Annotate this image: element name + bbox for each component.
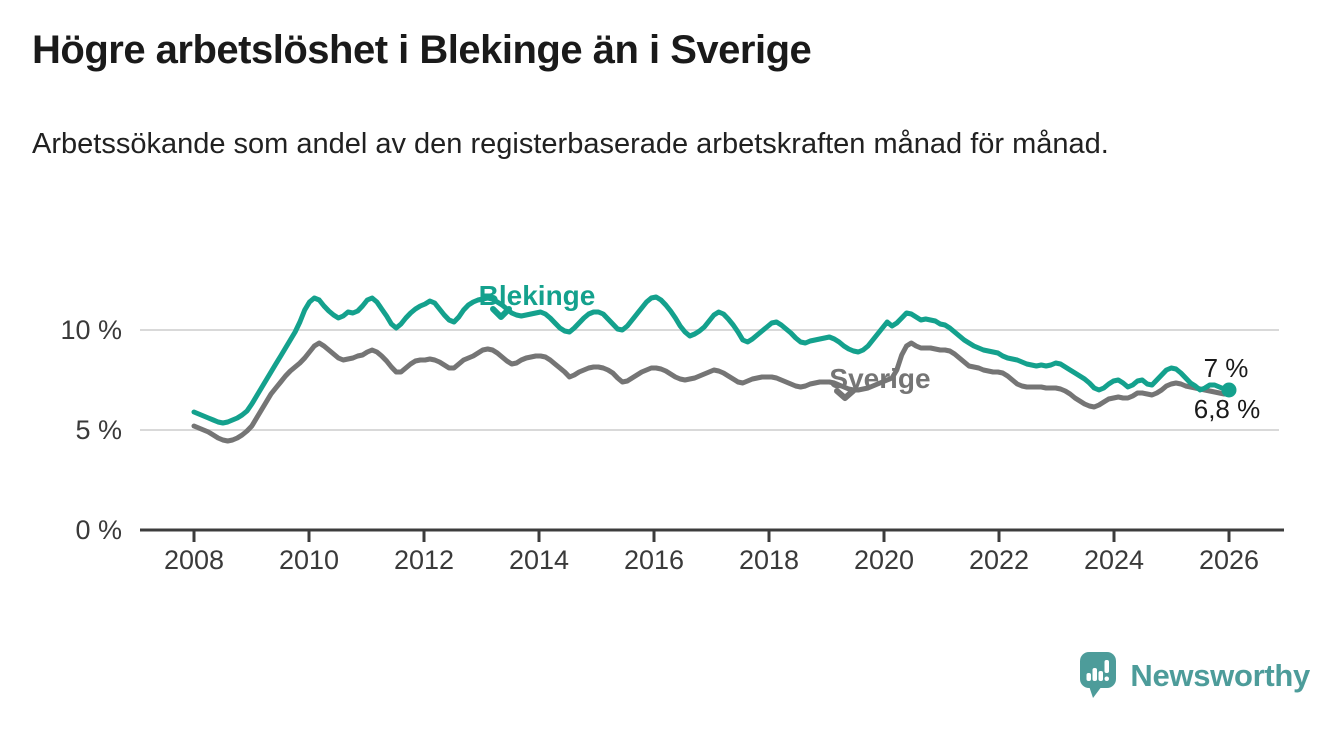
x-tick-label: 2026 xyxy=(1199,545,1259,575)
page-title: Högre arbetslöshet i Blekinge än i Sveri… xyxy=(32,28,812,72)
end-value-sverige: 6,8 % xyxy=(1194,394,1261,424)
x-tick-label: 2020 xyxy=(854,545,914,575)
latest-value-dot xyxy=(1221,382,1237,398)
chevron-down-icon xyxy=(490,306,512,320)
x-tick-label: 2018 xyxy=(739,545,799,575)
series-label-sverige: Sverige xyxy=(829,363,930,394)
end-value-blekinge: 7 % xyxy=(1204,353,1249,383)
x-tick-label: 2024 xyxy=(1084,545,1144,575)
brand-name: Newsworthy xyxy=(1130,657,1310,693)
x-tick-label: 2008 xyxy=(164,545,224,575)
y-tick-label-10: 10 % xyxy=(60,315,122,345)
x-tick-label: 2016 xyxy=(624,545,684,575)
line-sverige xyxy=(191,340,1232,444)
chevron-down-icon xyxy=(834,388,856,401)
y-tick-label-0: 0 % xyxy=(75,515,122,545)
newsworthy-bubble-icon xyxy=(1080,652,1117,698)
line-series xyxy=(191,294,1237,444)
x-tick-label: 2014 xyxy=(509,545,569,575)
newsworthy-logo: Newsworthy xyxy=(1079,652,1310,699)
x-tick-label: 2010 xyxy=(279,545,339,575)
x-tick-label: 2022 xyxy=(969,545,1029,575)
y-tick-label-5: 5 % xyxy=(75,415,122,445)
line-blekinge xyxy=(191,294,1232,426)
gridlines-and-axes: 2008 2010 2012 2014 2016 2018 2020 2022 2024 2026 xyxy=(140,329,1284,575)
x-tick-label: 2012 xyxy=(394,545,454,575)
unemployment-line-chart: 2008 2010 2012 2014 2016 2018 2020 2022 2024 2026… xyxy=(60,280,1284,575)
series-label-blekinge: Blekinge xyxy=(479,280,596,311)
chart-subtitle: Arbetssökande som andel av den registerb… xyxy=(32,128,1109,160)
chart-labels: 10 % 5 % 0 % Blekinge Sverige 7 % 6,8 % xyxy=(60,280,1260,545)
